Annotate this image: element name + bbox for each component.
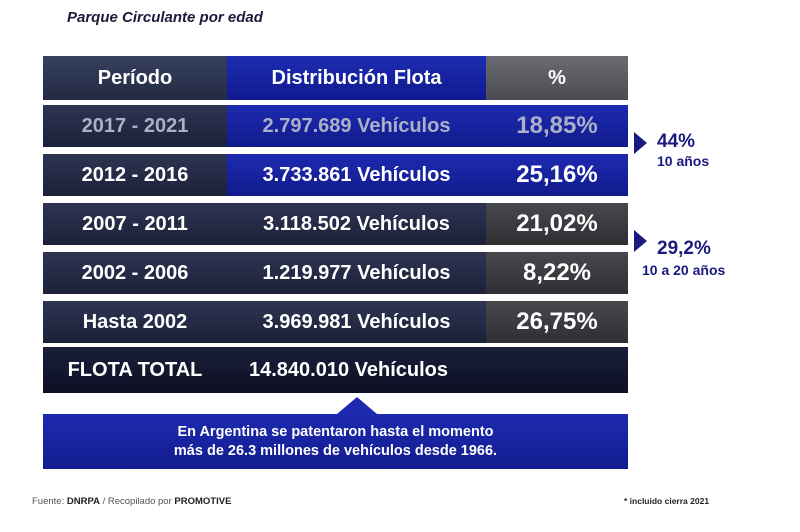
side-note-1-pct: 44% <box>657 131 696 152</box>
row-2-vehicles: 3.733.861 Vehículos <box>227 154 486 196</box>
side-note-1-label: 10 años <box>657 153 710 169</box>
header-periodo: Período <box>43 56 227 100</box>
row-4-pct: 8,22% <box>486 252 628 294</box>
row-2-pct: 25,16% <box>486 154 628 196</box>
side-note-2-pct: 29,2% <box>657 238 711 259</box>
compiled-prefix: / Recopilado por <box>102 496 172 507</box>
callout-pointer <box>337 397 377 414</box>
header-distribucion: Distribución Flota <box>227 56 486 100</box>
row-1-vehicles: 2.797.689 Vehículos <box>227 105 486 147</box>
source-prefix: Fuente: <box>32 496 65 507</box>
row-1-pct: 18,85% <box>486 105 628 147</box>
row-3-pct: 21,02% <box>486 203 628 245</box>
source-footer: Fuente: DNRPA / Recopilado por PROMOTIVE <box>32 496 231 507</box>
row-4-vehicles: 1.219.977 Vehículos <box>227 252 486 294</box>
arrow-right-icon <box>634 132 647 154</box>
note-line-2: más de 26.3 millones de vehículos desde … <box>173 442 498 459</box>
row-2-period: 2012 - 2016 <box>43 154 227 196</box>
row-3-vehicles: 3.118.502 Vehículos <box>227 203 486 245</box>
total-label: FLOTA TOTAL <box>67 358 203 381</box>
note-box: En Argentina se patentaron hasta el mome… <box>43 414 628 469</box>
row-4-period: 2002 - 2006 <box>43 252 227 294</box>
total-row <box>43 347 628 393</box>
compiled-name: PROMOTIVE <box>174 496 232 507</box>
row-1-period: 2017 - 2021 <box>43 105 227 147</box>
row-5-vehicles: 3.969.981 Vehículos <box>227 301 486 343</box>
header-pct: % <box>486 56 628 100</box>
row-3-period: 2007 - 2011 <box>43 203 227 245</box>
arrow-right-icon <box>634 230 647 252</box>
total-value: 14.840.010 Vehículos <box>249 358 449 381</box>
footnote: * incluido cierra 2021 <box>624 496 710 506</box>
note-line-1: En Argentina se patentaron hasta el mome… <box>177 423 494 440</box>
page-title: Parque Circulante por edad <box>67 9 263 26</box>
side-note-2-label: 10 a 20 años <box>642 262 726 278</box>
source-name: DNRPA <box>66 496 100 507</box>
row-5-pct: 26,75% <box>486 301 628 343</box>
row-5-period: Hasta 2002 <box>43 301 227 343</box>
